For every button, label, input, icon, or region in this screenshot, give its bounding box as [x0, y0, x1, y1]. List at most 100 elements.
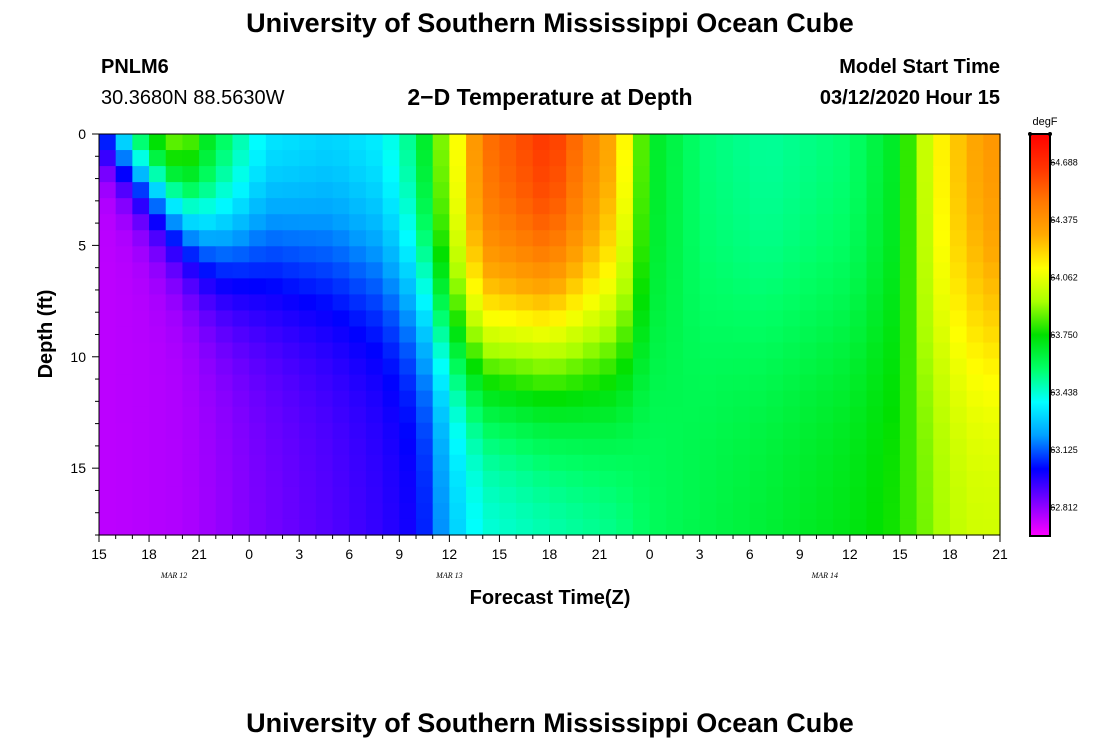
- heatmap-cell: [99, 198, 117, 215]
- heatmap-cell: [682, 150, 701, 167]
- heatmap-cell: [249, 166, 267, 183]
- heatmap-cell: [199, 358, 217, 376]
- heatmap-cell: [799, 518, 818, 536]
- heatmap-cell: [766, 438, 784, 456]
- heatmap-cell: [466, 278, 484, 295]
- heatmap-cell: [682, 390, 701, 408]
- heatmap-cell: [899, 470, 918, 488]
- heatmap-cell: [949, 198, 968, 215]
- heatmap-cell: [265, 406, 284, 424]
- heatmap-cell: [399, 230, 417, 247]
- heatmap-cell: [449, 486, 467, 504]
- heatmap-cell: [566, 326, 584, 344]
- heatmap-cell: [899, 262, 918, 279]
- x-tick-label: 0: [245, 546, 253, 562]
- heatmap-cell: [933, 406, 951, 424]
- heatmap-cell: [299, 374, 317, 392]
- heatmap-cell: [649, 454, 667, 472]
- heatmap-cell: [716, 294, 734, 312]
- heatmap-cell: [449, 422, 467, 440]
- heatmap-cell: [132, 230, 150, 247]
- heatmap-cell: [666, 214, 684, 231]
- heatmap-cell: [833, 182, 851, 199]
- heatmap-cell: [482, 214, 501, 231]
- heatmap-cell: [549, 406, 567, 424]
- heatmap-cell: [299, 518, 317, 536]
- heatmap-cell: [699, 134, 717, 151]
- heatmap-cell: [149, 486, 167, 504]
- heatmap-cell: [382, 342, 400, 360]
- heatmap-cell: [382, 198, 400, 215]
- heatmap-cell: [99, 278, 117, 295]
- heatmap-cell: [432, 214, 450, 231]
- heatmap-cell: [582, 422, 601, 440]
- heatmap-cell: [983, 486, 1001, 504]
- heatmap-cell: [966, 374, 984, 392]
- heatmap-cell: [299, 294, 317, 312]
- heatmap-cell: [816, 502, 834, 520]
- heatmap-cell: [382, 422, 400, 440]
- heatmap-cell: [749, 198, 768, 215]
- heatmap-cell: [215, 438, 234, 456]
- heatmap-cell: [132, 134, 150, 151]
- heatmap-cell: [249, 262, 267, 279]
- heatmap-cell: [365, 470, 384, 488]
- heatmap-cell: [466, 406, 484, 424]
- heatmap-cell: [99, 438, 117, 456]
- heatmap-cell: [666, 262, 684, 279]
- heatmap-cell: [516, 278, 534, 295]
- heatmap-cell: [766, 214, 784, 231]
- heatmap-cell: [966, 214, 984, 231]
- heatmap-cell: [516, 470, 534, 488]
- heatmap-cell: [983, 342, 1001, 360]
- heatmap-cell: [833, 390, 851, 408]
- heatmap-cell: [833, 326, 851, 344]
- heatmap-cell: [349, 454, 367, 472]
- heatmap-cell: [482, 470, 501, 488]
- heatmap-cell: [866, 502, 884, 520]
- heatmap-cell: [849, 342, 868, 360]
- heatmap-cell: [149, 374, 167, 392]
- heatmap-cell: [249, 294, 267, 312]
- heatmap-cell: [749, 470, 768, 488]
- heatmap-cell: [199, 294, 217, 312]
- heatmap-cell: [733, 278, 751, 295]
- heatmap-cell: [499, 294, 517, 312]
- heatmap-cell: [599, 342, 617, 360]
- heatmap-cell: [549, 278, 567, 295]
- heatmap-cell: [733, 486, 751, 504]
- heatmap-cell: [799, 358, 818, 376]
- heatmap-cell: [449, 166, 467, 183]
- heatmap-cell: [766, 182, 784, 199]
- heatmap-cell: [482, 262, 501, 279]
- heatmap-cell: [949, 262, 968, 279]
- heatmap-cell: [516, 518, 534, 536]
- heatmap-cell: [149, 150, 167, 167]
- heatmap-cell: [716, 486, 734, 504]
- heatmap-cell: [132, 470, 150, 488]
- x-tick-label: 6: [345, 546, 353, 562]
- colorbar-tick-label: 63.125: [1050, 445, 1078, 455]
- heatmap-cell: [883, 150, 901, 167]
- heatmap-cell: [866, 246, 884, 263]
- heatmap-cell: [649, 230, 667, 247]
- heatmap-cell: [549, 342, 567, 360]
- heatmap-cell: [933, 486, 951, 504]
- heatmap-cell: [115, 326, 133, 344]
- heatmap-cell: [649, 326, 667, 344]
- heatmap-cell: [349, 518, 367, 536]
- heatmap-cell: [666, 150, 684, 167]
- heatmap-cell: [682, 230, 701, 247]
- heatmap-cell: [249, 470, 267, 488]
- heatmap-cell: [666, 166, 684, 183]
- heatmap-cell: [299, 358, 317, 376]
- heatmap-cell: [432, 310, 450, 328]
- heatmap-cell: [866, 342, 884, 360]
- heatmap-cell: [516, 342, 534, 360]
- heatmap-cell: [99, 230, 117, 247]
- heatmap-cell: [899, 182, 918, 199]
- heatmap-cell: [632, 342, 651, 360]
- heatmap-cell: [883, 134, 901, 151]
- heatmap-cell: [249, 150, 267, 167]
